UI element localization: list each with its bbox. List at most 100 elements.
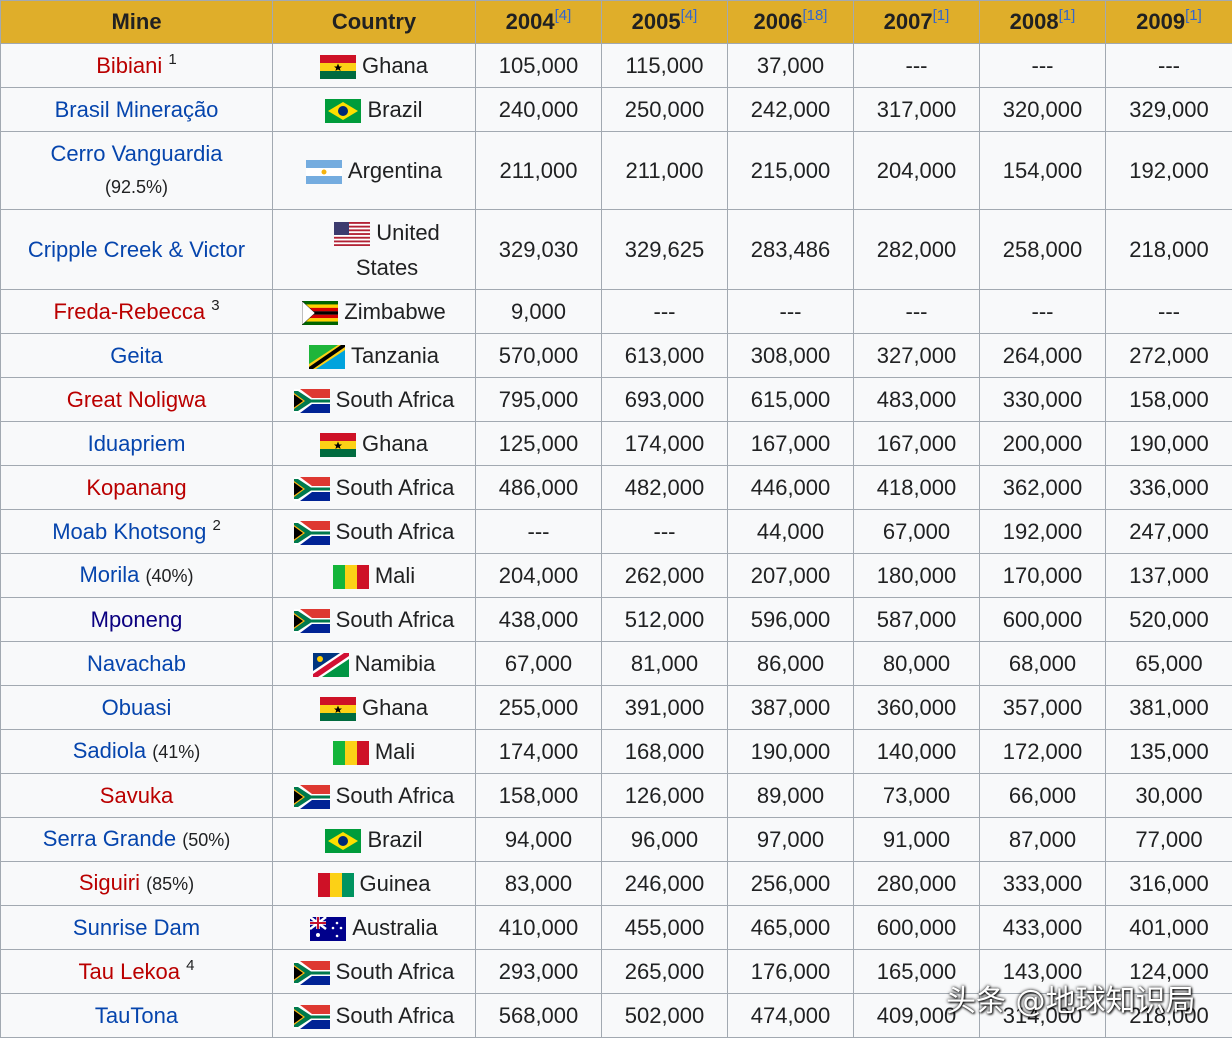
country-cell: South Africa — [272, 773, 476, 818]
mine-link[interactable]: Great Noligwa — [66, 387, 207, 412]
production-value: 283,486 — [727, 209, 854, 290]
mine-link[interactable]: Cerro Vanguardia — [50, 141, 223, 166]
flag-icon — [319, 55, 356, 80]
production-value: 600,000 — [853, 905, 980, 950]
production-value: 30,000 — [1105, 773, 1232, 818]
production-value: 308,000 — [727, 333, 854, 378]
production-value: 81,000 — [601, 641, 728, 686]
production-value: 264,000 — [979, 333, 1106, 378]
production-value: 600,000 — [979, 597, 1106, 642]
mine-link[interactable]: Kopanang — [86, 475, 187, 500]
country-cell: South Africa — [272, 597, 476, 642]
mine-cell: Tau Lekoa 4 — [0, 949, 273, 994]
country-name: South Africa — [335, 387, 455, 412]
production-value: --- — [1105, 289, 1232, 334]
production-value: --- — [853, 43, 980, 88]
country-name: Zimbabwe — [344, 299, 446, 324]
mine-cell: Sunrise Dam — [0, 905, 273, 950]
country-name: South Africa — [335, 607, 455, 632]
table-row: TauTona South Africa 568,000 502,000 474,000… — [0, 993, 1232, 1038]
production-value: 381,000 — [1105, 685, 1232, 730]
mine-link[interactable]: Navachab — [86, 651, 187, 676]
production-value: 154,000 — [979, 131, 1106, 210]
country-name: Australia — [352, 915, 438, 940]
mine-link[interactable]: Serra Grande — [42, 826, 177, 851]
production-value: 80,000 — [853, 641, 980, 686]
mine-link[interactable]: Iduapriem — [87, 431, 186, 456]
flag-icon — [293, 521, 330, 546]
production-value: 255,000 — [475, 685, 602, 730]
mine-link[interactable]: Geita — [110, 343, 163, 368]
production-value: --- — [979, 43, 1106, 88]
production-value: 293,000 — [475, 949, 602, 994]
country-cell: Argentina — [272, 131, 476, 210]
mine-cell: Geita — [0, 333, 273, 378]
table-row: Brasil Mineração Brazil 240,000 250,000 242,… — [0, 87, 1232, 132]
production-value: 317,000 — [853, 87, 980, 132]
mine-link[interactable]: Tau Lekoa — [78, 959, 181, 984]
flag-icon — [317, 873, 354, 898]
column-label: 2005 — [631, 9, 681, 34]
column-label: 2004 — [505, 9, 555, 34]
table-row: Savuka South Africa 158,000 126,000 89,000 73… — [0, 773, 1232, 818]
production-value: 73,000 — [853, 773, 980, 818]
production-value: 596,000 — [727, 597, 854, 642]
table-row: Kopanang South Africa 486,000 482,000 446,00… — [0, 465, 1232, 510]
production-value: --- — [601, 289, 728, 334]
production-value: 482,000 — [601, 465, 728, 510]
production-value: 190,000 — [727, 729, 854, 774]
mine-link[interactable]: Mponeng — [90, 607, 183, 632]
production-value: 357,000 — [979, 685, 1106, 730]
mine-link[interactable]: Moab Khotsong — [52, 519, 207, 544]
country-name: Mali — [374, 739, 416, 764]
production-value: 204,000 — [475, 553, 602, 598]
column-header: 2004[4] — [475, 0, 602, 44]
flag-icon — [319, 433, 356, 458]
mine-link[interactable]: Sunrise Dam — [72, 915, 201, 940]
mine-link[interactable]: Siguiri — [78, 870, 140, 895]
production-value: 96,000 — [601, 817, 728, 862]
production-value: 143,000 — [979, 949, 1106, 994]
production-value: 316,000 — [1105, 861, 1232, 906]
mine-link[interactable]: Freda-Rebecca — [53, 299, 206, 324]
flag-icon — [293, 1005, 330, 1030]
mine-link[interactable]: Sadiola — [72, 738, 147, 763]
production-value: 94,000 — [475, 817, 602, 862]
production-value: 240,000 — [475, 87, 602, 132]
production-value: 168,000 — [601, 729, 728, 774]
production-value: 218,000 — [1105, 993, 1232, 1038]
production-value: 66,000 — [979, 773, 1106, 818]
flag-icon — [293, 389, 330, 414]
production-value: 158,000 — [1105, 377, 1232, 422]
column-label: 2008 — [1009, 9, 1059, 34]
watermark: 头条 @地球知识局 — [946, 984, 1196, 1019]
mine-cell: Navachab — [0, 641, 273, 686]
production-value: 170,000 — [979, 553, 1106, 598]
mine-link[interactable]: TauTona — [94, 1003, 179, 1028]
mine-link[interactable]: Morila — [79, 562, 140, 587]
production-value: 215,000 — [727, 131, 854, 210]
production-value: 68,000 — [979, 641, 1106, 686]
mine-link[interactable]: Brasil Mineração — [54, 97, 219, 122]
mine-link[interactable]: Cripple Creek & Victor — [27, 237, 246, 262]
production-value: 67,000 — [475, 641, 602, 686]
mine-link[interactable]: Obuasi — [101, 695, 172, 720]
mine-cell: Serra Grande (50%) — [0, 817, 273, 862]
country-cell: Mali — [272, 553, 476, 598]
country-cell: Mali — [272, 729, 476, 774]
production-value: 568,000 — [475, 993, 602, 1038]
flag-icon — [305, 160, 342, 185]
production-value: 474,000 — [727, 993, 854, 1038]
mine-footnote: 4 — [186, 957, 195, 974]
country-cell: Tanzania — [272, 333, 476, 378]
table-row: Cripple Creek & Victor United States 329,0… — [0, 209, 1232, 290]
country-cell: South Africa — [272, 993, 476, 1038]
mine-link[interactable]: Savuka — [99, 783, 174, 808]
column-reference: [4] — [680, 7, 698, 24]
country-name: Argentina — [347, 158, 443, 183]
mine-cell: Moab Khotsong 2 — [0, 509, 273, 554]
production-value: 135,000 — [1105, 729, 1232, 774]
mine-link[interactable]: Bibiani — [96, 53, 163, 78]
mine-share: (41%) — [152, 742, 201, 762]
country-name: South Africa — [335, 783, 455, 808]
